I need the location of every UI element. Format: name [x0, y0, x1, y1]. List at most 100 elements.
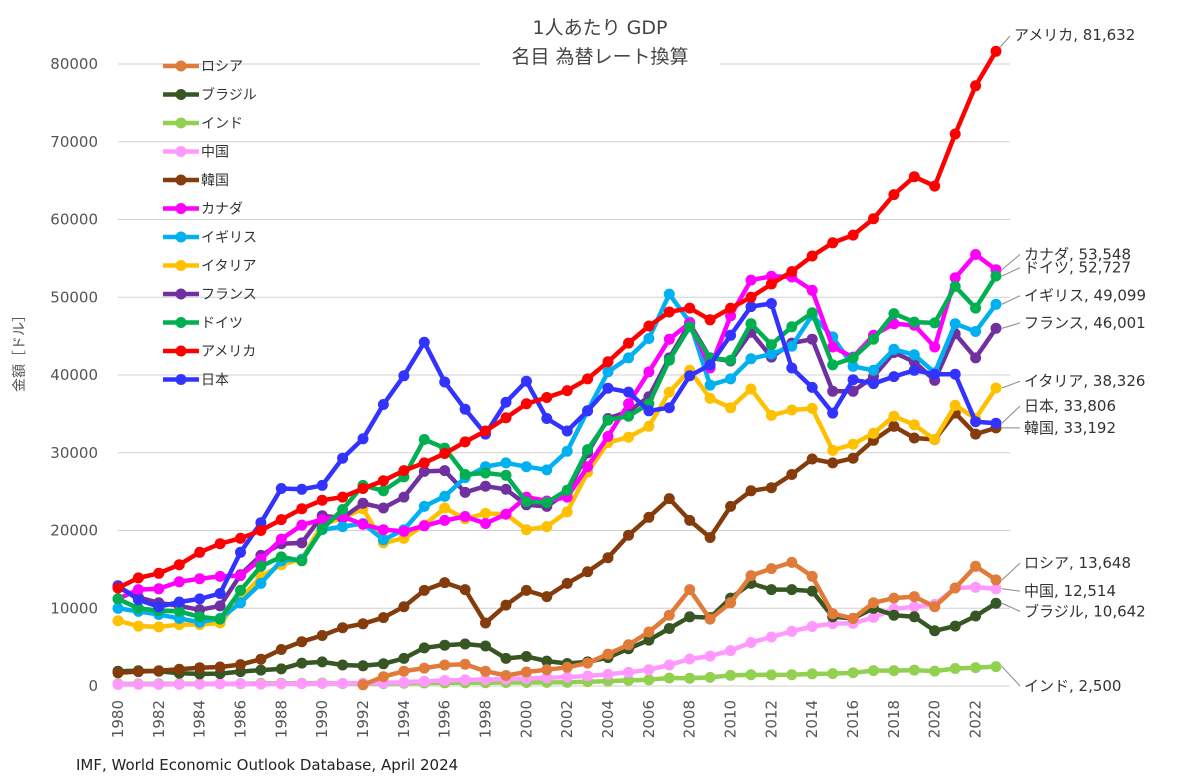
data-point	[582, 566, 594, 578]
data-point	[623, 398, 634, 410]
data-point	[827, 457, 839, 469]
data-point	[357, 618, 369, 630]
data-point	[582, 405, 594, 417]
data-point	[868, 333, 879, 345]
data-point	[500, 508, 512, 520]
data-point	[827, 341, 839, 353]
legend-item-イタリア: イタリア	[163, 259, 256, 275]
data-point	[949, 620, 961, 632]
legend-item-中国: 中国	[163, 145, 229, 161]
data-point	[663, 354, 675, 366]
data-point	[908, 349, 920, 361]
end-label-インド: インド, 2,500	[1024, 677, 1121, 695]
end-label-日本: 日本, 33,806	[1024, 397, 1116, 415]
y-tick-label: 70000	[50, 133, 98, 151]
data-point	[480, 640, 491, 652]
data-point	[500, 599, 512, 611]
data-point	[847, 374, 859, 386]
x-tick-label: 2006	[640, 700, 658, 738]
data-point	[806, 453, 818, 465]
data-point	[868, 427, 879, 439]
x-tick-label: 1982	[150, 700, 168, 738]
data-point	[214, 570, 226, 582]
data-point	[806, 621, 818, 632]
legend-item-インド: インド	[163, 116, 243, 132]
x-tick-label: 2012	[762, 700, 780, 738]
legend-item-ブラジル: ブラジル	[163, 87, 257, 104]
x-tick-label: 1990	[313, 700, 331, 738]
data-point	[765, 298, 777, 309]
leader-line	[999, 35, 1011, 48]
data-point	[847, 229, 859, 241]
data-point	[541, 413, 553, 424]
data-point	[806, 570, 818, 582]
legend-label: ロシア	[201, 59, 243, 75]
x-tick-label: 1986	[232, 700, 250, 738]
data-point	[868, 611, 879, 623]
data-point	[357, 679, 369, 691]
data-point	[908, 601, 920, 613]
data-point	[602, 648, 614, 660]
y-axis-label: 金額［ドル］	[12, 308, 28, 392]
data-point	[868, 213, 879, 225]
data-point	[970, 249, 982, 260]
data-point	[929, 601, 941, 613]
data-point	[602, 668, 614, 680]
data-point	[255, 664, 267, 676]
data-point	[888, 592, 900, 604]
data-point	[949, 663, 961, 674]
series-アメリカ	[112, 45, 1002, 594]
data-point	[786, 362, 798, 374]
legend-swatch-dot	[175, 317, 187, 328]
legend-label: ブラジル	[201, 87, 257, 104]
end-label-フランス: フランス, 46,001	[1024, 314, 1146, 332]
data-point	[439, 376, 451, 388]
data-point	[929, 317, 941, 329]
data-point	[418, 434, 430, 445]
data-point	[970, 581, 982, 593]
data-point	[235, 659, 246, 671]
data-point	[439, 465, 451, 477]
data-point	[827, 237, 839, 249]
data-point	[194, 573, 206, 585]
data-point	[418, 500, 430, 512]
data-point	[316, 514, 328, 526]
data-point	[337, 659, 349, 671]
legend-swatch-dot	[175, 174, 187, 186]
data-point	[337, 521, 349, 533]
data-point	[643, 634, 655, 646]
data-point	[357, 433, 369, 445]
data-point	[847, 452, 859, 464]
legend-swatch-dot	[175, 260, 187, 271]
end-labels: ロシア, 13,648 ブラジル, 10,642 インド, 2,500 中国, 12,…	[999, 26, 1146, 695]
data-point	[643, 511, 655, 523]
data-point	[806, 381, 818, 393]
data-point	[704, 392, 716, 404]
legend-label: アメリカ	[201, 344, 256, 360]
data-point	[132, 666, 144, 678]
data-point	[929, 625, 941, 637]
data-point	[602, 356, 614, 368]
data-point	[888, 420, 900, 432]
data-point	[970, 428, 982, 440]
data-point	[725, 329, 737, 341]
legend-label: イギリス	[201, 230, 257, 246]
data-point	[765, 348, 777, 360]
data-point	[377, 612, 389, 624]
x-tick-label: 1994	[395, 700, 413, 738]
data-point	[214, 661, 226, 673]
data-point	[602, 430, 614, 442]
legend-label: 日本	[201, 373, 229, 389]
data-point	[480, 518, 491, 529]
data-point	[725, 302, 737, 314]
end-label-アメリカ: アメリカ, 81,632	[1014, 26, 1135, 44]
x-tick-label: 1988	[272, 700, 290, 738]
data-point	[704, 650, 716, 662]
series-line	[117, 50, 998, 591]
data-point	[949, 128, 961, 140]
data-point	[990, 574, 1002, 586]
data-point	[459, 511, 471, 522]
data-point	[194, 593, 206, 605]
data-point	[806, 585, 818, 597]
data-point	[255, 517, 267, 529]
